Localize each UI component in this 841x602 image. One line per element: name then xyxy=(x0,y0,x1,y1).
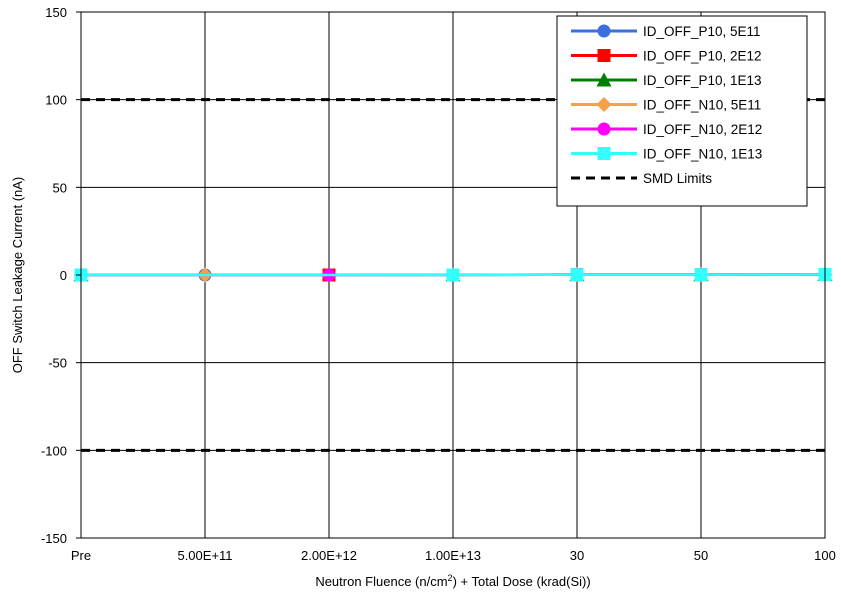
x-tick-label: 100 xyxy=(814,548,836,563)
x-axis-title-prefix: Neutron Fluence (n/cm xyxy=(315,574,447,589)
legend-marker xyxy=(596,72,612,87)
x-tick-label: 2.00E+12 xyxy=(301,548,357,563)
legend-entry: ID_OFF_N10, 2E12 xyxy=(571,122,762,137)
x-tick-label: 1.00E+13 xyxy=(425,548,481,563)
y-tick-label: -50 xyxy=(48,356,67,371)
x-axis-ticks: Pre 5.00E+11 2.00E+12 1.00E+13 30 50 100 xyxy=(71,548,836,563)
x-axis-title-superscript: 2 xyxy=(448,573,453,583)
legend-marker xyxy=(596,97,612,112)
legend-entry: ID_OFF_N10, 1E13 xyxy=(571,147,762,162)
y-axis-ticks: -150 -100 -50 0 50 100 150 xyxy=(41,5,81,546)
data-point xyxy=(694,268,708,282)
legend-label: ID_OFF_N10, 2E12 xyxy=(643,122,762,137)
legend-entry: ID_OFF_P10, 1E13 xyxy=(571,72,762,88)
x-tick-label: 5.00E+11 xyxy=(177,548,232,563)
legend-marker xyxy=(597,24,611,38)
y-tick-label: 150 xyxy=(45,5,67,20)
legend-marker xyxy=(597,49,611,62)
x-tick-label: Pre xyxy=(71,548,91,563)
data-point xyxy=(446,268,460,282)
y-tick-label: 50 xyxy=(53,180,67,195)
series-6 xyxy=(74,267,832,282)
x-axis-title-suffix: ) + Total Dose (krad(Si)) xyxy=(453,574,591,589)
legend-marker xyxy=(597,122,611,136)
y-tick-label: 100 xyxy=(45,93,67,108)
legend-box xyxy=(556,15,808,207)
y-tick-label: 0 xyxy=(60,268,67,283)
legend: ID_OFF_P10, 5E11 ID_OFF_P10, 2E12 ID_OFF_P… xyxy=(556,15,808,207)
data-point xyxy=(570,268,584,282)
legend-label: ID_OFF_N10, 1E13 xyxy=(643,147,762,162)
legend-label: ID_OFF_N10, 5E11 xyxy=(643,98,761,113)
legend-entry: ID_OFF_N10, 5E11 xyxy=(571,97,761,113)
y-tick-label: -100 xyxy=(41,443,67,458)
x-axis-title: Neutron Fluence (n/cm2) + Total Dose (kr… xyxy=(315,573,590,589)
data-series xyxy=(73,266,833,283)
legend-entry: SMD Limits xyxy=(571,171,712,186)
legend-label: SMD Limits xyxy=(643,171,712,186)
legend-marker xyxy=(597,147,611,160)
y-axis-title: OFF Switch Leakage Current (nA) xyxy=(10,177,25,374)
legend-entry: ID_OFF_P10, 2E12 xyxy=(571,49,762,64)
legend-label: ID_OFF_P10, 1E13 xyxy=(643,73,762,88)
legend-entry: ID_OFF_P10, 5E11 xyxy=(571,24,761,39)
x-tick-label: 50 xyxy=(694,548,708,563)
y-tick-label: -150 xyxy=(41,531,67,546)
legend-label: ID_OFF_P10, 2E12 xyxy=(643,49,762,64)
legend-label: ID_OFF_P10, 5E11 xyxy=(643,24,761,39)
x-tick-label: 30 xyxy=(570,548,584,563)
